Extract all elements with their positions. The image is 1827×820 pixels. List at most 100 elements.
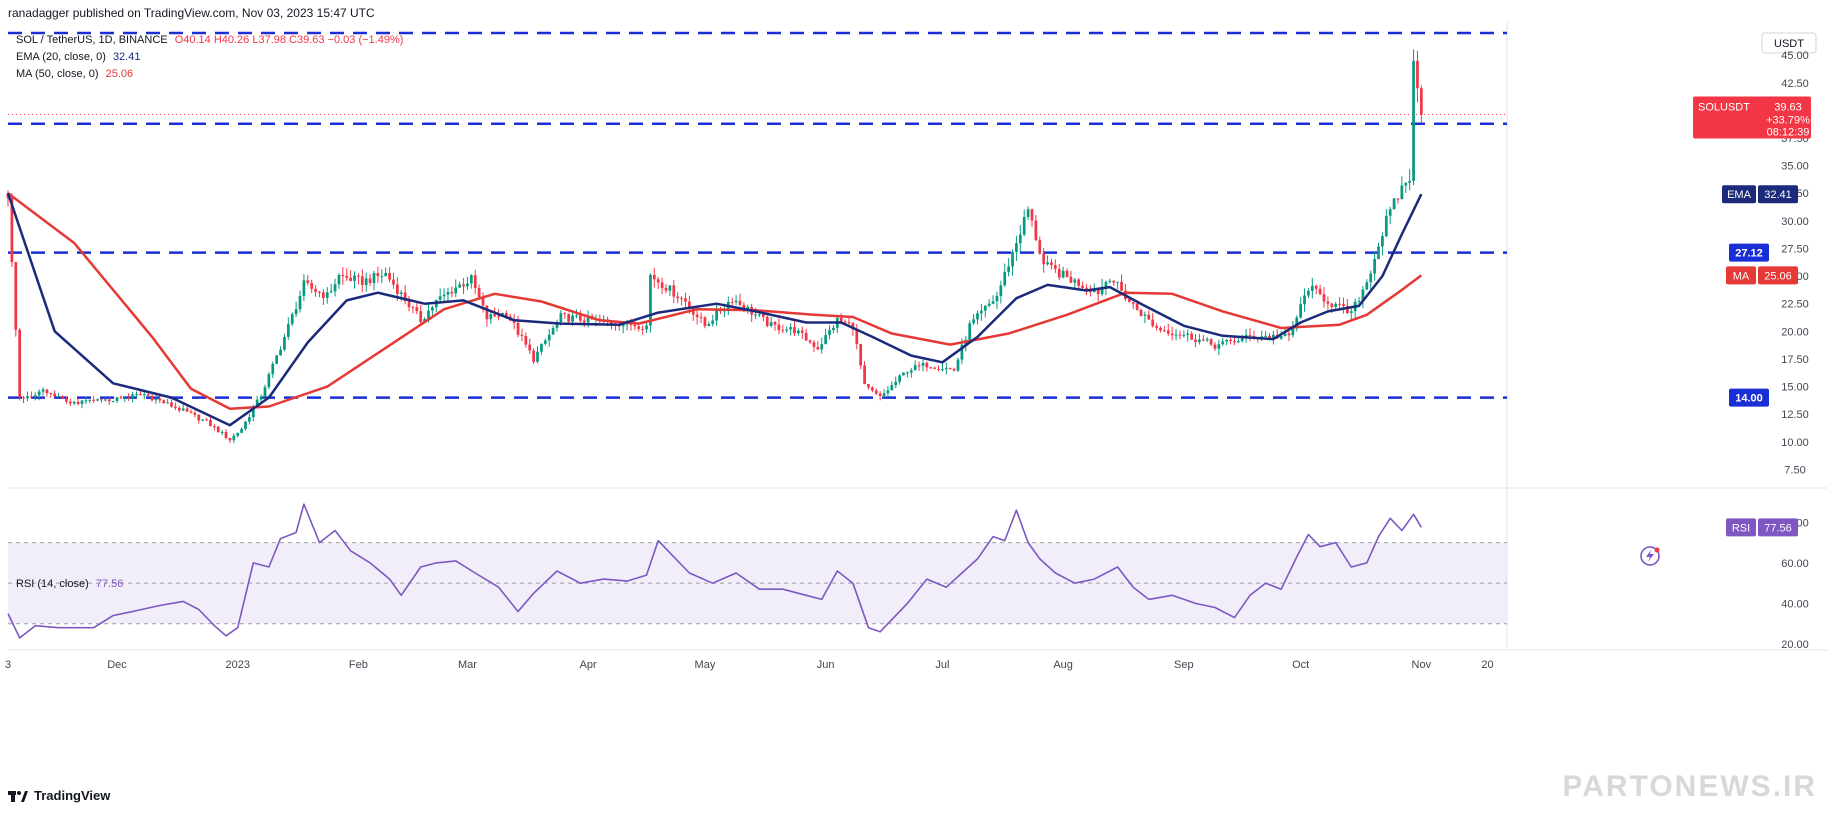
candle-body — [197, 414, 201, 421]
candle-body — [952, 368, 956, 371]
candle-body — [980, 310, 983, 314]
price-tick-label: 17.50 — [1781, 354, 1809, 366]
candle-body — [1264, 335, 1267, 337]
candle-body — [711, 320, 715, 325]
candle-body — [941, 369, 944, 371]
candle-body — [1236, 341, 1240, 343]
candle-body — [263, 387, 267, 397]
candle-body — [1011, 251, 1014, 267]
candle-body — [458, 284, 462, 288]
candle-body — [1143, 314, 1147, 316]
candle-body — [158, 398, 162, 401]
candle-body — [372, 273, 376, 284]
candle-body — [131, 394, 134, 398]
lightning-alert-icon[interactable] — [1640, 546, 1660, 566]
candle-body — [481, 297, 485, 306]
candle-body — [761, 314, 765, 317]
candle-body — [944, 368, 948, 370]
candle-body — [419, 311, 423, 323]
candle-body — [395, 284, 399, 294]
candle-body — [730, 301, 734, 303]
candle-body — [314, 288, 317, 292]
time-tick-label: Nov — [1412, 659, 1432, 671]
candle-body — [201, 419, 205, 421]
candle-body — [466, 283, 469, 287]
candle-body — [800, 330, 804, 333]
candle-body — [1077, 279, 1081, 286]
candle-body — [641, 328, 645, 330]
candle-body — [341, 274, 345, 277]
candle-body — [1104, 282, 1108, 287]
candle-body — [368, 278, 372, 284]
candle-body — [703, 317, 707, 327]
candle-body — [645, 325, 648, 330]
candle-body — [251, 407, 255, 418]
candle-body — [925, 362, 929, 368]
candle-body — [1361, 289, 1365, 302]
candle-body — [205, 419, 208, 421]
candle-body — [392, 279, 395, 285]
candle-body — [1404, 182, 1408, 186]
ema-legend[interactable]: EMA (20, close, 0) 32.41 — [16, 51, 140, 63]
ma-legend[interactable]: MA (50, close, 0) 25.06 — [16, 68, 133, 80]
candle-body — [1139, 309, 1143, 316]
rsi-tick-label: 20.00 — [1781, 639, 1809, 651]
candle-body — [913, 365, 917, 371]
ma-tag-label: MA — [1733, 270, 1750, 282]
candle-body — [37, 391, 41, 396]
time-tick-label: Sep — [1174, 659, 1194, 671]
candle-body — [999, 285, 1003, 296]
ma-tag-badge — [1726, 266, 1756, 285]
candle-body — [275, 355, 279, 364]
candle-body — [80, 400, 84, 404]
candle-body — [765, 316, 769, 326]
candle-body — [563, 313, 567, 315]
symbol-title: SOL / TetherUS, 1D, BINANCE — [16, 34, 168, 46]
candle-body — [267, 374, 271, 388]
candle-body — [536, 351, 539, 362]
candle-body — [1381, 236, 1384, 247]
candle-body — [995, 295, 999, 302]
candle-body — [244, 421, 247, 429]
candle-body — [917, 365, 921, 367]
candle-body — [1190, 333, 1193, 340]
ma-legend-value: 25.06 — [105, 68, 134, 80]
candle-body — [738, 300, 742, 305]
candle-body — [1038, 240, 1042, 254]
candle-body — [637, 326, 641, 329]
candle-body — [820, 344, 824, 350]
candle-body — [808, 340, 812, 343]
candle-body — [322, 292, 325, 298]
candle-body — [1170, 333, 1174, 336]
candle-body — [676, 296, 680, 299]
candle-body — [909, 370, 913, 373]
candle-body — [1174, 334, 1178, 336]
price-tick-label: 27.50 — [1781, 243, 1809, 255]
price-tick-label: 22.50 — [1781, 299, 1809, 311]
candle-body — [53, 393, 57, 397]
level-badge-label: 27.12 — [1735, 248, 1763, 260]
candle-body — [524, 336, 528, 345]
candle-body — [399, 292, 403, 294]
alert-icon-bolt — [1646, 550, 1654, 562]
candle-body — [929, 367, 933, 369]
candle-body — [1159, 327, 1162, 331]
candle-body — [906, 372, 909, 374]
candle-body — [520, 334, 524, 337]
candle-body — [345, 276, 349, 278]
tradingview-logo[interactable]: TradingView — [8, 788, 110, 803]
candle-body — [1007, 266, 1010, 273]
candle-body — [224, 431, 228, 438]
candle-body — [473, 275, 477, 288]
time-tick-label: Apr — [580, 659, 597, 671]
candle-body — [652, 274, 656, 280]
rsi-legend[interactable]: RSI (14, close) 77.56 — [16, 578, 123, 590]
candle-body — [1369, 273, 1373, 283]
candle-body — [232, 435, 236, 441]
time-tick-label: 20 — [1481, 659, 1493, 671]
candle-body — [360, 276, 364, 286]
candle-body — [578, 315, 582, 321]
candle-body — [1291, 326, 1295, 336]
candle-body — [403, 292, 407, 302]
